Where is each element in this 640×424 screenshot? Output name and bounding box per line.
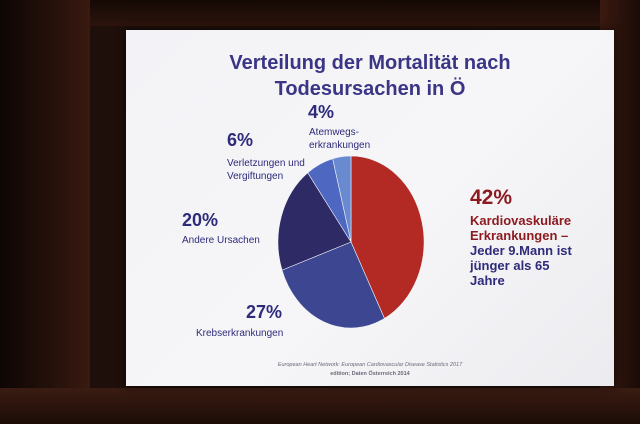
pie-slice-other bbox=[277, 172, 352, 271]
pie-slice-cardiovascular bbox=[350, 155, 425, 319]
pie-chart bbox=[277, 155, 425, 329]
pie-slice-cancer bbox=[281, 241, 385, 329]
room-ceiling bbox=[0, 0, 640, 26]
pie-label-cardiovascular: Kardiovaskuläre Erkrankungen – bbox=[470, 213, 572, 243]
pie-label-other: Andere Ursachen bbox=[182, 235, 260, 246]
pie-label-pct-other: 20% bbox=[182, 210, 219, 230]
projected-slide: Verteilung der Mortalität nach Todesursa… bbox=[126, 30, 614, 386]
pie-slice-respiratory bbox=[332, 155, 352, 243]
room-wall-left bbox=[0, 0, 90, 424]
pie-label-pct-cancer: 27% bbox=[246, 302, 283, 322]
pie-label-pct-respiratory: 4% bbox=[308, 102, 335, 122]
pie-label-injuries: Verletzungen und Vergiftungen bbox=[227, 158, 305, 182]
room-floor bbox=[0, 388, 640, 424]
pie-label-pct-cardiovascular: 42% bbox=[470, 186, 513, 209]
slide-title: Verteilung der Mortalität nach Todesursa… bbox=[229, 52, 511, 100]
pie-label-pct-injuries: 6% bbox=[227, 130, 254, 150]
pie-label-respiratory: Atemwegs- erkrankungen bbox=[309, 127, 371, 151]
pie-label-cardiovascular-note: Jeder 9.Mann ist jünger als 65 Jahre bbox=[470, 243, 572, 288]
pie-label-cancer: Krebserkrankungen bbox=[196, 328, 284, 339]
source-line-2: edition; Daten Österreich 2014 bbox=[330, 371, 410, 377]
source-line-1: European Heart Network: European Cardiov… bbox=[277, 362, 463, 368]
